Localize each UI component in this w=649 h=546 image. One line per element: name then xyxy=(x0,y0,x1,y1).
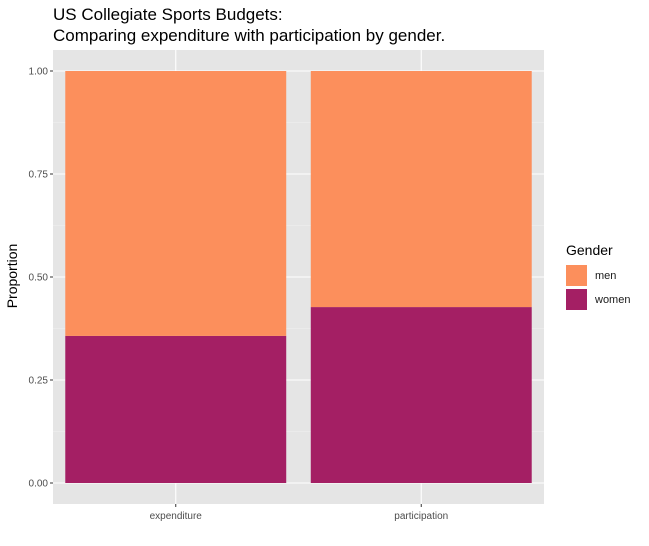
y-tick-label: 1.00 xyxy=(29,67,49,78)
x-tick-label-participation: participation xyxy=(394,511,448,522)
legend-title: Gender xyxy=(566,242,613,258)
legend-key-women xyxy=(566,289,587,310)
y-tick-label: 0.75 xyxy=(29,170,49,181)
chart-title: US Collegiate Sports Budgets: xyxy=(53,5,283,24)
y-tick-label: 0.25 xyxy=(29,376,49,387)
chart-subtitle: Comparing expenditure with participation… xyxy=(53,26,446,45)
bar-women-participation xyxy=(310,307,532,483)
legend-label-women: women xyxy=(595,293,631,306)
chart-title-block: US Collegiate Sports Budgets: Comparing … xyxy=(53,4,445,46)
x-tick-label-expenditure: expenditure xyxy=(150,511,203,522)
legend-label-men: men xyxy=(595,269,617,282)
bar-men-participation xyxy=(310,71,532,308)
y-tick-label: 0.50 xyxy=(29,273,49,284)
legend-item-men: men xyxy=(566,265,616,286)
bar-women-expenditure xyxy=(65,335,287,483)
legend-item-women: women xyxy=(566,289,630,310)
y-axis-label: Proportion xyxy=(4,243,20,309)
legend-key-men xyxy=(566,265,587,286)
bar-men-expenditure xyxy=(65,71,287,336)
y-tick-label: 0.00 xyxy=(29,479,49,490)
